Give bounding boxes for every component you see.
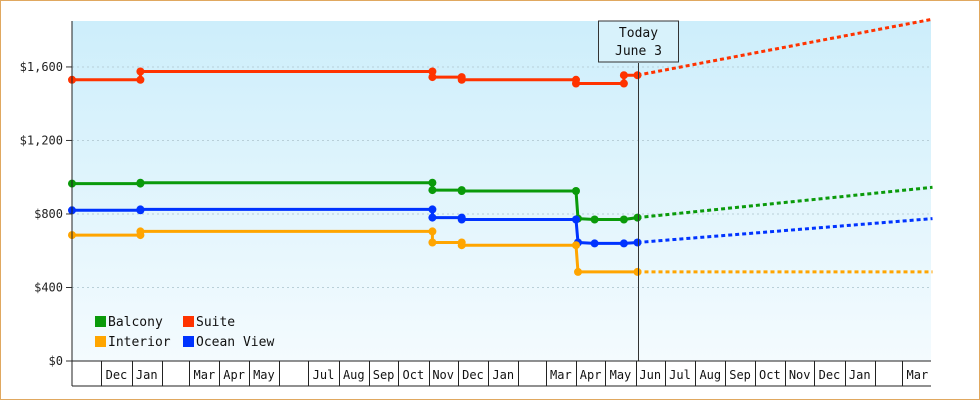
data-point-balcony — [590, 215, 599, 224]
series-ocean-view — [68, 205, 933, 248]
x-tick-label: Dec — [106, 368, 128, 382]
forecast-line-balcony — [637, 185, 933, 220]
data-point-ocean-view — [572, 215, 580, 224]
data-point-ocean-view — [590, 239, 599, 248]
data-point-suite — [136, 75, 145, 84]
data-point-ocean-view — [428, 213, 437, 222]
x-tick-label: Jan — [492, 368, 514, 382]
data-point-interior — [428, 227, 437, 236]
x-tick-label: May — [253, 368, 275, 382]
forecast-line-ocean-view — [637, 217, 933, 244]
x-tick-label: Mar — [907, 368, 929, 382]
legend-label: Suite — [196, 315, 235, 330]
legend-label: Interior — [108, 335, 171, 350]
data-point-interior — [572, 241, 580, 250]
data-point-suite — [619, 79, 628, 88]
x-tick-label: Jul — [669, 368, 691, 382]
x-tick-label: Jun — [639, 368, 661, 382]
x-tick-label: Dec — [819, 368, 841, 382]
x-tick-label: May — [610, 368, 632, 382]
data-point-interior — [574, 267, 582, 276]
x-tick-label: Jul — [313, 368, 335, 382]
forecast-line-suite — [637, 17, 933, 77]
data-point-ocean-view — [633, 238, 642, 247]
legend-swatch — [183, 316, 194, 327]
data-point-ocean-view — [457, 215, 466, 224]
legend-swatch — [95, 336, 106, 347]
x-tick-label: Mar — [194, 368, 216, 382]
legend: Balcony Suite Interior Ocean View — [95, 315, 274, 350]
series-balcony — [68, 178, 933, 224]
x-tick-label: Nov — [789, 368, 811, 382]
data-point-suite — [633, 71, 642, 80]
today-marker: Today June 3 — [598, 20, 679, 361]
data-point-interior — [457, 241, 466, 250]
data-point-balcony — [572, 187, 580, 195]
today-date-label: June 3 — [615, 44, 662, 59]
legend-label: Ocean View — [196, 335, 274, 350]
x-tick-label: Aug — [699, 368, 721, 382]
data-point-balcony — [136, 178, 145, 187]
data-point-interior — [633, 267, 642, 276]
x-tick-label: Sep — [729, 368, 751, 382]
data-point-balcony — [619, 215, 628, 224]
axes: $0 $400 $800 $1,200 $1,600 Dec Jan Mar Apr May Jul… — [20, 21, 931, 387]
y-tick-label: $1,600 — [20, 60, 63, 74]
data-point-suite — [572, 79, 580, 88]
data-point-suite — [457, 75, 466, 84]
data-point-ocean-view — [428, 205, 437, 214]
data-point-suite — [619, 71, 628, 80]
data-point-ocean-view — [619, 239, 628, 248]
y-gridlines — [72, 66, 931, 288]
data-point-suite — [428, 73, 437, 82]
data-point-ocean-view — [136, 205, 145, 214]
y-tick-label: $800 — [34, 207, 63, 221]
x-tick-label: Sep — [373, 368, 395, 382]
y-tick-label: $0 — [49, 354, 63, 368]
series-layer — [68, 17, 933, 276]
data-point-balcony — [633, 213, 642, 222]
today-label-box — [598, 20, 679, 63]
x-tick-label: Dec — [462, 368, 484, 382]
series-interior — [68, 227, 933, 276]
x-tick-label: Mar — [550, 368, 572, 382]
data-point-balcony — [428, 178, 437, 187]
data-point-interior — [428, 238, 437, 247]
x-tick-label: Jan — [849, 368, 871, 382]
x-tick-label: Aug — [343, 368, 365, 382]
data-point-interior — [136, 227, 145, 236]
x-tick-label: Jan — [136, 368, 158, 382]
data-point-suite — [136, 67, 145, 76]
x-tick-label: Apr — [580, 368, 602, 382]
legend-swatch — [95, 316, 106, 327]
legend-swatch — [183, 336, 194, 347]
data-point-balcony — [428, 186, 437, 195]
series-suite — [68, 17, 933, 88]
x-tick-label: Oct — [759, 368, 781, 382]
y-tick-label: $1,200 — [20, 133, 63, 147]
x-tick-label: Nov — [432, 368, 454, 382]
data-point-balcony — [457, 187, 466, 195]
legend-label: Balcony — [108, 315, 163, 330]
y-tick-label: $400 — [34, 280, 63, 294]
data-point-suite — [428, 67, 437, 76]
today-label: Today — [619, 26, 658, 41]
x-tick-label: Oct — [403, 368, 425, 382]
x-tick-label: Apr — [223, 368, 245, 382]
